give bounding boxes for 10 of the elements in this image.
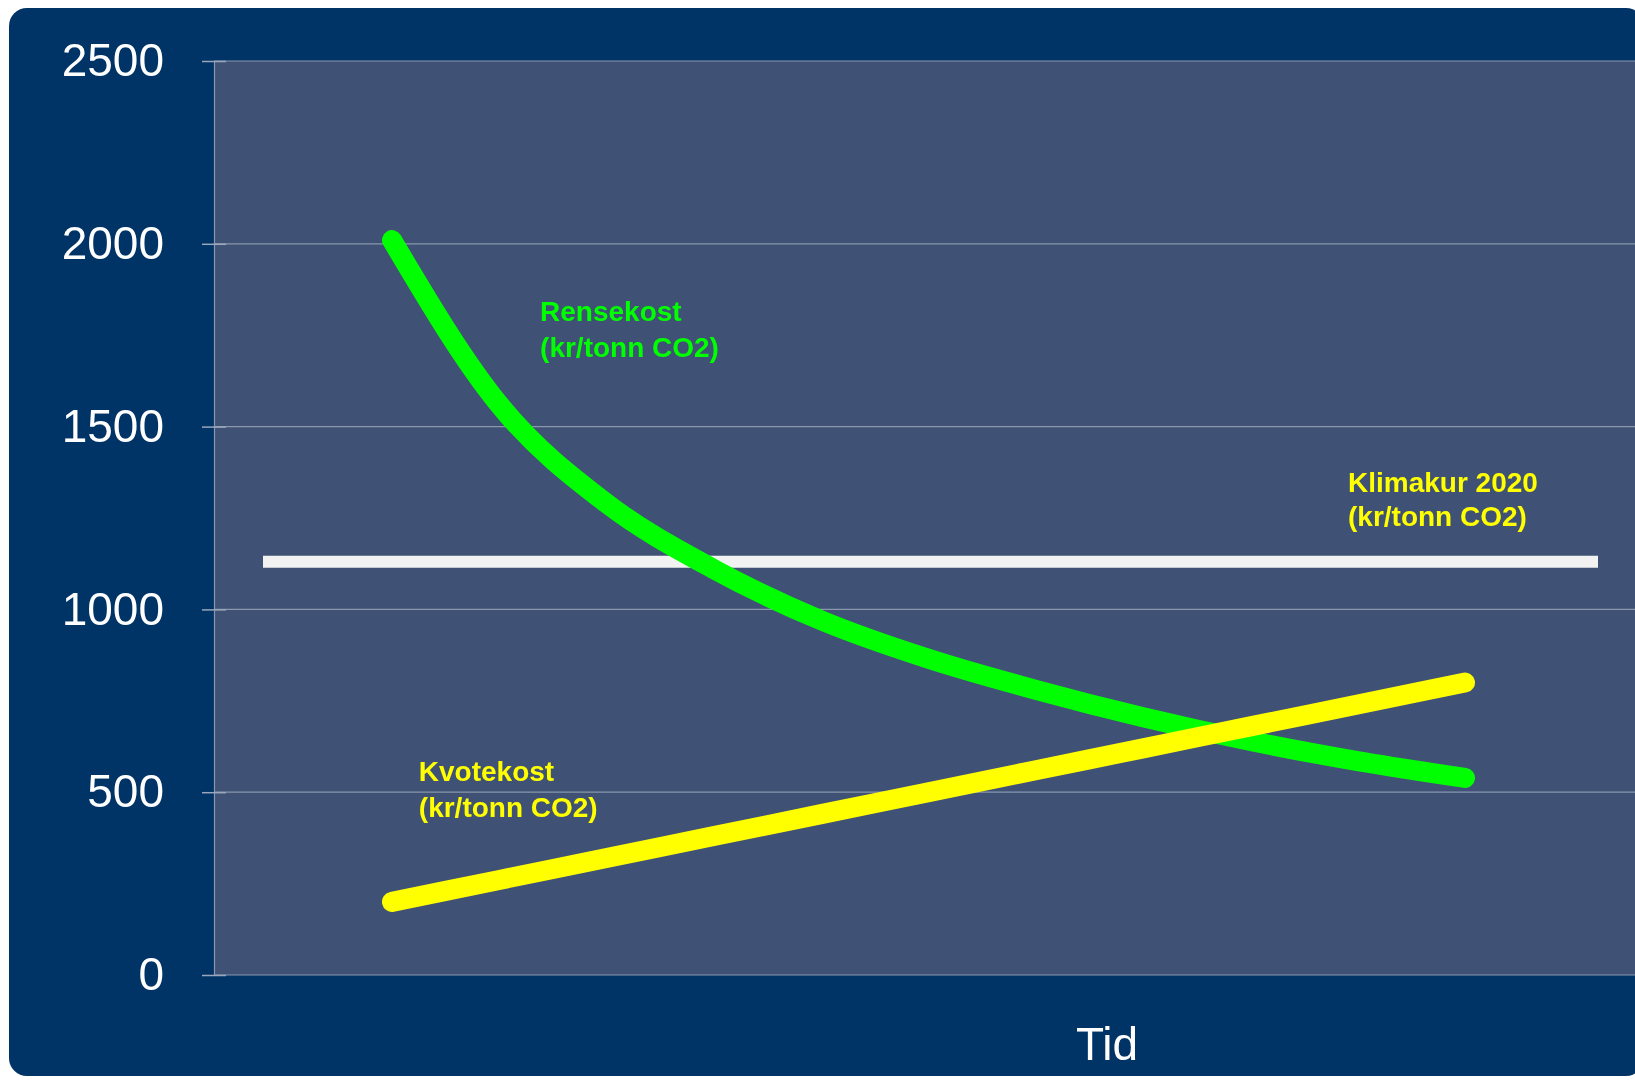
y-tick-label: 1000 [61,582,164,635]
x-axis-title: Tid [1075,1018,1139,1070]
y-tick-label: 2500 [61,34,164,87]
y-tick-label: 500 [87,765,164,818]
ref-line-label: Klimakur 2020 (kr/tonn CO2) [1348,466,1538,532]
y-tick-label: 0 [138,948,164,1001]
text: Rensekost (kr/tonn CO2) [540,295,719,363]
y-tick-label: 2000 [61,217,164,270]
series-label: Kvotekost (kr/tonn CO2) [418,756,598,824]
y-tick-label: 1500 [61,399,164,452]
